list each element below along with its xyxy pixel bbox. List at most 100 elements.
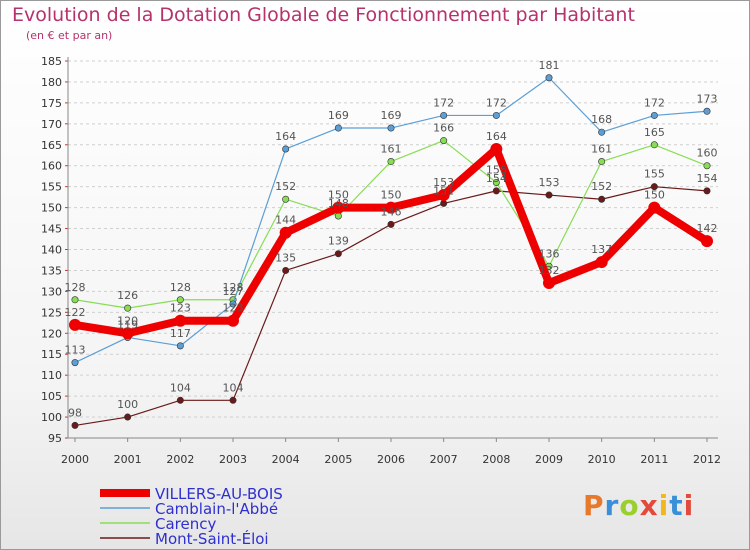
x-tick-label-2012: 2012 — [693, 453, 721, 466]
y-tick-label-100: 100 — [41, 411, 62, 424]
x-tick-label-2008: 2008 — [482, 453, 510, 466]
data-label-carency-2008: 156 — [486, 163, 507, 176]
data-label-villers-au-bois-2008: 164 — [486, 130, 507, 143]
data-label-mont-saint-loi-2012: 154 — [697, 172, 718, 185]
data-label-camblain-l-abb--2010: 168 — [591, 113, 612, 126]
point-carency-2001 — [124, 304, 132, 312]
point-carency-2006 — [387, 158, 395, 166]
y-tick-label-140: 140 — [41, 244, 62, 257]
point-camblain-l-abb--2003 — [229, 300, 237, 308]
x-tick-label-2009: 2009 — [535, 453, 563, 466]
y-tick-label-95: 95 — [48, 432, 62, 445]
data-label-villers-au-bois-2005: 150 — [328, 189, 349, 202]
logo-letter: i — [683, 489, 695, 522]
logo-letter: i — [658, 489, 670, 522]
point-camblain-l-abb--2011 — [650, 111, 658, 119]
data-label-villers-au-bois-2001: 120 — [117, 314, 138, 327]
point-camblain-l-abb--2009 — [545, 74, 553, 82]
data-label-camblain-l-abb--2012: 173 — [697, 92, 718, 105]
y-axis-ticks: 95 100 105 110 115 120 125 130 135 140 145 150 155 16… — [41, 55, 62, 445]
point-carency-2005 — [334, 212, 342, 220]
point-mont-saint-loi-2007 — [440, 199, 448, 207]
y-tick-label-130: 130 — [41, 285, 62, 298]
y-tick-label-120: 120 — [41, 327, 62, 340]
x-tick-label-2006: 2006 — [377, 453, 405, 466]
x-tick-label-2003: 2003 — [219, 453, 247, 466]
point-carency-2011 — [650, 141, 658, 149]
data-label-camblain-l-abb--2005: 169 — [328, 109, 349, 122]
chart-title: Evolution de la Dotation Globale de Fonc… — [12, 4, 635, 26]
data-label-carency-2007: 166 — [433, 122, 454, 135]
data-label-carency-2001: 126 — [117, 289, 138, 302]
data-label-carency-2011: 165 — [644, 126, 665, 139]
data-label-mont-saint-loi-2007: 151 — [433, 184, 454, 197]
data-label-villers-au-bois-2000: 122 — [65, 306, 86, 319]
data-label-mont-saint-loi-2003: 104 — [223, 381, 244, 394]
data-label-mont-saint-loi-2002: 104 — [170, 381, 191, 394]
point-carency-2008 — [492, 178, 500, 186]
point-camblain-l-abb--2004 — [282, 145, 290, 153]
data-label-camblain-l-abb--2001: 119 — [117, 318, 138, 331]
data-label-mont-saint-loi-2011: 155 — [644, 168, 665, 181]
proxiti-logo: Proxiti — [583, 489, 694, 522]
y-tick-label-185: 185 — [41, 55, 62, 68]
data-label-carency-2006: 161 — [381, 143, 402, 156]
point-villers-au-bois-2008 — [490, 142, 503, 155]
y-tick-label-105: 105 — [41, 390, 62, 403]
x-tick-label-2002: 2002 — [166, 453, 194, 466]
y-tick-label-115: 115 — [41, 348, 62, 361]
x-tick-label-2011: 2011 — [640, 453, 668, 466]
point-camblain-l-abb--2005 — [334, 124, 342, 132]
x-tick-label-2005: 2005 — [324, 453, 352, 466]
y-tick-label-155: 155 — [41, 181, 62, 194]
data-label-camblain-l-abb--2004: 164 — [275, 130, 296, 143]
y-tick-label-150: 150 — [41, 202, 62, 215]
data-label-camblain-l-abb--2003: 127 — [223, 285, 244, 298]
logo-letter: o — [619, 489, 640, 522]
point-villers-au-bois-2000 — [69, 318, 81, 331]
data-label-carency-2002: 128 — [170, 281, 191, 294]
data-label-mont-saint-loi-2010: 152 — [591, 180, 612, 193]
point-villers-au-bois-2006 — [385, 201, 397, 214]
logo-letter: t — [669, 489, 684, 522]
point-villers-au-bois-2009 — [543, 277, 555, 290]
data-label-camblain-l-abb--2009: 181 — [539, 59, 560, 72]
data-label-mont-saint-loi-2009: 153 — [539, 176, 560, 189]
point-villers-au-bois-2011 — [648, 201, 661, 214]
data-label-mont-saint-loi-2004: 135 — [275, 251, 296, 264]
point-villers-au-bois-2005 — [332, 201, 345, 214]
data-label-camblain-l-abb--2006: 169 — [381, 109, 402, 122]
y-tick-label-125: 125 — [41, 306, 62, 319]
y-tick-label-145: 145 — [41, 223, 62, 236]
x-tick-label-2010: 2010 — [588, 453, 616, 466]
y-tick-label-170: 170 — [41, 118, 62, 131]
x-tick-label-2000: 2000 — [61, 453, 89, 466]
y-tick-label-135: 135 — [41, 264, 62, 277]
logo-letter: r — [604, 489, 620, 522]
logo-letter: x — [639, 489, 659, 522]
data-label-villers-au-bois-2004: 144 — [275, 214, 296, 227]
data-label-villers-au-bois-2010: 137 — [591, 243, 612, 256]
data-label-villers-au-bois-2012: 142 — [697, 222, 718, 235]
point-villers-au-bois-2012 — [701, 235, 713, 248]
data-label-carency-2012: 160 — [697, 147, 718, 160]
point-mont-saint-loi-2004 — [282, 266, 290, 274]
data-label-camblain-l-abb--2000: 113 — [65, 344, 86, 357]
data-label-camblain-l-abb--2002: 117 — [170, 327, 191, 340]
data-label-mont-saint-loi-2006: 146 — [381, 205, 402, 218]
data-label-carency-2005: 148 — [328, 197, 349, 210]
x-tick-label-2004: 2004 — [272, 453, 300, 466]
data-label-camblain-l-abb--2011: 172 — [644, 96, 665, 109]
point-mont-saint-loi-2006 — [387, 220, 395, 228]
y-tick-label-160: 160 — [41, 160, 62, 173]
point-villers-au-bois-2007 — [437, 189, 450, 202]
y-tick-label-165: 165 — [41, 139, 62, 152]
chart-subtitle: (en € et par an) — [26, 29, 113, 42]
logo-letter: P — [583, 489, 605, 522]
data-label-carency-2000: 128 — [65, 281, 86, 294]
point-mont-saint-loi-2011 — [650, 183, 658, 191]
point-carency-2007 — [440, 137, 448, 145]
point-carency-2002 — [176, 296, 184, 304]
